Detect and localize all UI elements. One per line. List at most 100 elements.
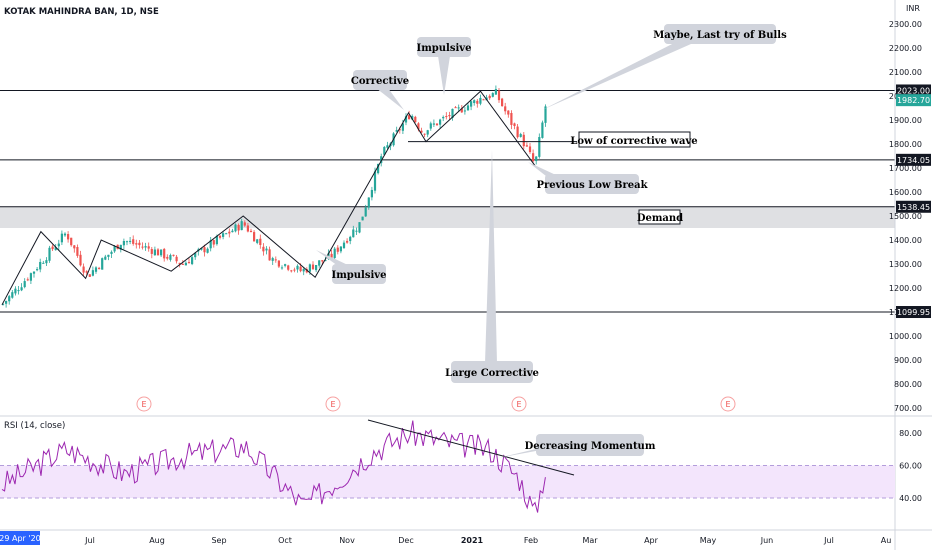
last-price-label: 1982.70 [897,96,930,105]
label-previous-low-break: Previous Low Break [536,180,648,191]
earnings-marker[interactable] [511,396,527,412]
candle-body [476,100,479,104]
candle-body [535,156,538,162]
candle-body [482,99,485,101]
callout-maybe-last-try: Maybe, Last try of Bulls [542,24,787,110]
candle-body [203,247,206,253]
time-tick-label: Aug [149,536,165,545]
candle-body [504,106,507,112]
candle-body [39,261,42,270]
earnings-marker[interactable] [136,396,152,412]
candle-body [516,126,519,138]
candle-body [466,105,470,111]
price-tick-label: 1200.00 [889,284,922,293]
candle-body [411,115,414,120]
candle-body [349,236,352,242]
price-tick-label: 2100.00 [889,68,922,77]
candle-body [426,130,429,135]
label-demand: Demand [637,213,683,224]
candle-body [290,270,293,272]
candle-body [544,106,547,123]
candle-body [5,300,8,304]
candle-body [271,258,274,261]
earnings-marker[interactable] [325,396,341,412]
candle-body [380,156,383,164]
candle-body [119,244,122,250]
candle-body [249,230,253,233]
candle-body [88,274,91,277]
candle-body [166,256,169,259]
candle-body [54,247,57,251]
candle-body [315,264,318,271]
earnings-marker-label: E [330,400,335,409]
candle-body [435,123,439,126]
callout-large-corrective: Large Corrective [445,150,539,383]
candle-body [274,259,277,261]
callout-impulsive-top: Impulsive [417,37,471,95]
candle-body [442,116,445,119]
candle-body [358,222,361,233]
rsi-band [0,465,895,498]
earnings-marker[interactable] [720,396,736,412]
candle-body [339,246,342,252]
label-impulsive-bottom: Impulsive [332,270,387,281]
candle-body [277,260,280,267]
candle-body [398,129,401,131]
candle-body [67,234,70,240]
candle-body [429,123,432,129]
candle-body [352,229,355,238]
candle-body [386,145,389,148]
start-date-badge-label: 29 Apr '20 [0,534,41,543]
last-price-badge [896,94,931,107]
candle-body [268,249,271,261]
candle-body [175,256,178,262]
level-badge-label: 1734.05 [897,156,930,165]
candle-body [473,100,476,104]
candle-body [194,253,197,258]
candle-body [48,247,51,261]
earnings-marker-label: E [725,400,730,409]
candle-body [144,246,147,248]
candle-body [132,239,135,244]
candle-body [237,225,240,231]
currency-label: INR [906,4,920,13]
candle-body [32,271,36,274]
candle-body [507,110,510,115]
candle-body [463,110,466,112]
time-tick-label: Mar [582,536,598,545]
candle-body [45,260,48,264]
candle-body [404,116,408,123]
candle-body [259,238,262,245]
label-decreasing-momentum: Decreasing Momentum [525,441,656,452]
candle-body [525,145,528,147]
candle-body [395,130,398,132]
candle-body [491,93,494,97]
candle-body [361,216,364,221]
candle-body [333,248,336,258]
level-badge-label: 1538.45 [897,203,930,212]
price-axis: 2300.002200.002100.002000.001900.001800.… [889,20,922,413]
candle-body [57,243,60,247]
candle-body [448,115,451,117]
candle-body [246,225,249,232]
candle-body [163,248,166,259]
candle-body [408,115,411,120]
price-tick-label: 2200.00 [889,44,922,53]
rsi-tick-label: 60.00 [899,462,922,471]
candle-body [129,240,132,242]
price-tick-label: 2300.00 [889,20,922,29]
candle-body [457,107,460,109]
callout-corrective: Corrective [351,70,409,110]
candle-body [280,267,284,269]
candle-body [200,248,203,250]
candle-body [519,134,522,137]
candle-body [169,255,172,260]
candle-body [299,266,302,272]
candle-body [470,101,473,107]
candle-body [160,249,163,256]
candle-body [125,241,129,243]
candle-body [14,288,17,294]
candle-body [94,267,98,272]
candle-body [414,116,417,123]
candle-body [76,247,79,256]
